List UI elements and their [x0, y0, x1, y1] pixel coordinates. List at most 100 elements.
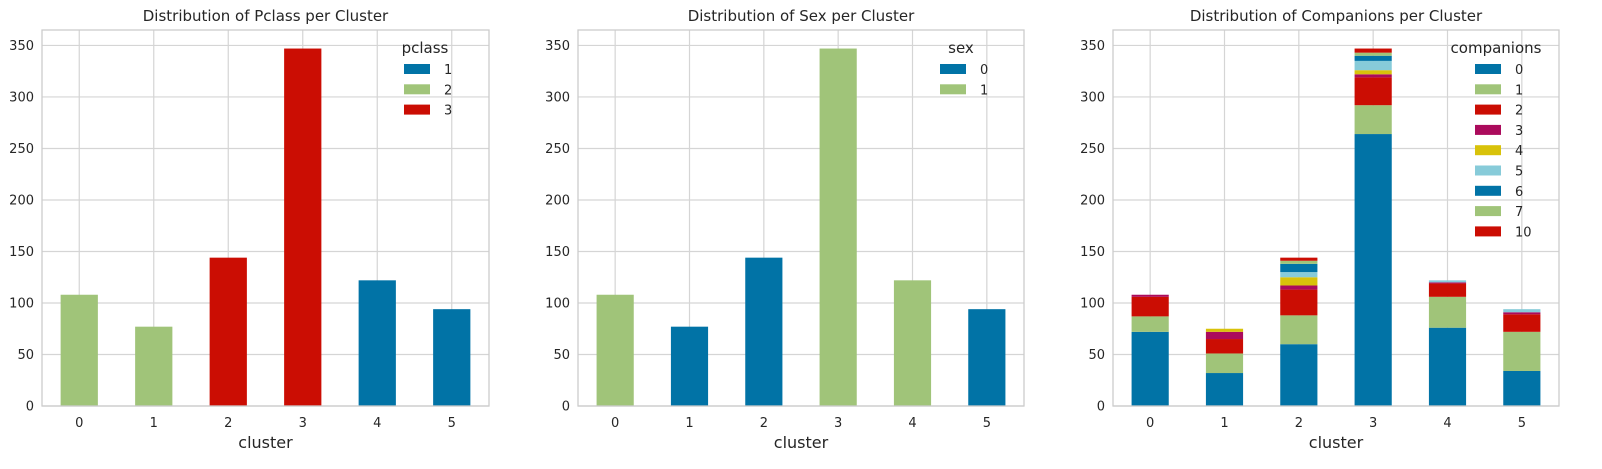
- bar-series-1-cluster-2: [1280, 315, 1318, 345]
- bar-series-3-cluster-2: [209, 257, 247, 406]
- bar-series-3-cluster-5: [1503, 312, 1541, 315]
- bar-series-0-cluster-3: [1354, 134, 1392, 407]
- y-tick-label: 300: [9, 90, 34, 105]
- bar-series-4-cluster-1: [1205, 328, 1244, 332]
- bar-series-1-cluster-3: [819, 48, 857, 406]
- legend-label: 4: [1515, 144, 1523, 159]
- x-tick-label: 4: [373, 416, 381, 431]
- chart-title: Distribution of Sex per Cluster: [688, 7, 915, 25]
- y-tick-label: 250: [1080, 142, 1105, 157]
- x-tick-label: 5: [1518, 416, 1526, 431]
- y-tick-label: 0: [26, 400, 34, 415]
- x-tick-label: 3: [1369, 416, 1377, 431]
- bar-series-0-cluster-1: [1205, 373, 1244, 406]
- bar-series-5-cluster-5: [1503, 309, 1541, 313]
- bar-series-5-cluster-3: [1354, 60, 1392, 71]
- y-tick-label: 200: [9, 193, 34, 208]
- bar-series-1-cluster-0: [1131, 316, 1169, 332]
- legend-title: pclass: [402, 39, 449, 57]
- legend: pclass 1 2 3: [402, 39, 453, 119]
- legend: companions 0 1 2 3 4 5 6 7 10: [1451, 39, 1542, 240]
- legend-swatch: [940, 64, 966, 74]
- chart-title: Distribution of Pclass per Cluster: [143, 7, 389, 25]
- y-tick-label: 100: [9, 296, 34, 311]
- legend-label: 1: [980, 83, 988, 98]
- y-tick-label: 100: [1080, 296, 1105, 311]
- bar-series-10-cluster-2: [1280, 257, 1318, 261]
- x-tick-label: 4: [908, 416, 916, 431]
- plot-frame: [1112, 29, 1560, 407]
- bar-series-0-cluster-5: [968, 309, 1006, 406]
- legend-label: 10: [1515, 225, 1532, 240]
- x-tick-label: 5: [983, 416, 991, 431]
- legend-label: 2: [1515, 104, 1523, 119]
- bar-series-0-cluster-5: [1503, 370, 1541, 406]
- x-tick-label: 2: [224, 416, 232, 431]
- bar-series-0-cluster-2: [745, 257, 783, 406]
- legend-swatch: [404, 84, 430, 95]
- legend-label: 2: [444, 83, 452, 98]
- bar-series-2-cluster-3: [1354, 77, 1392, 106]
- x-tick-label: 2: [1295, 416, 1303, 431]
- y-tick-label: 100: [545, 296, 570, 311]
- bar-series-1-cluster-4: [358, 280, 396, 406]
- x-tick-label: 3: [299, 416, 307, 431]
- bar-series-1-cluster-0: [596, 294, 634, 406]
- legend-swatch: [1475, 185, 1501, 196]
- bar-series-4-cluster-3: [1354, 70, 1392, 75]
- legend-swatch: [1475, 104, 1501, 115]
- x-tick-label: 5: [448, 416, 456, 431]
- y-tick-label: 150: [545, 245, 570, 260]
- bar-series-2-cluster-0: [1131, 296, 1169, 317]
- bar-series-0-cluster-4: [1428, 327, 1467, 406]
- x-tick-label: 1: [1220, 416, 1228, 431]
- legend-label: 1: [1515, 83, 1523, 98]
- legend-label: 5: [1515, 165, 1523, 180]
- legend-swatch: [404, 104, 430, 115]
- bar-series-2-cluster-2: [1280, 289, 1318, 316]
- legend-swatch: [940, 84, 966, 95]
- x-axis-label: cluster: [1309, 433, 1364, 452]
- bar-series-5-cluster-2: [1280, 272, 1318, 278]
- bar-series-3-cluster-1: [1205, 331, 1244, 340]
- chart-panel-1: 0 50 100 150 200 250 300 350 0 1 2 3 4 5 Distribution …: [545, 7, 1025, 452]
- legend-label: 0: [1515, 63, 1523, 78]
- bar-series-0-cluster-1: [670, 326, 709, 406]
- legend: sex 0 1: [940, 39, 988, 98]
- bar-series-7-cluster-2: [1280, 260, 1318, 264]
- y-tick-label: 200: [545, 193, 570, 208]
- bar-series-3-cluster-3: [1354, 74, 1392, 78]
- bar-series-2-cluster-1: [135, 326, 173, 406]
- y-tick-label: 350: [1080, 39, 1105, 54]
- legend-label: 1: [444, 63, 452, 78]
- x-axis-label: cluster: [774, 433, 829, 452]
- legend-title: companions: [1451, 39, 1542, 57]
- y-tick-label: 350: [545, 39, 570, 54]
- x-tick-label: 3: [834, 416, 842, 431]
- bar-series-2-cluster-1: [1205, 339, 1244, 354]
- y-tick-label: 250: [545, 142, 570, 157]
- legend-swatch: [404, 64, 430, 74]
- bar-series-6-cluster-2: [1280, 263, 1318, 273]
- chart-title: Distribution of Companions per Cluster: [1190, 7, 1483, 25]
- legend-swatch: [1475, 165, 1501, 176]
- plot-frame: [41, 29, 490, 407]
- y-tick-label: 0: [562, 400, 570, 415]
- bar-series-1-cluster-5: [1503, 331, 1541, 371]
- x-tick-label: 1: [150, 416, 158, 431]
- bar-series-1-cluster-4: [893, 280, 932, 406]
- y-tick-label: 200: [1080, 193, 1105, 208]
- chart-panel-0: 0 50 100 150 200 250 300 350 0 1 2 3 4 5 Distribution …: [9, 7, 490, 452]
- y-tick-label: 150: [1080, 245, 1105, 260]
- bar-series-6-cluster-3: [1354, 55, 1392, 61]
- y-tick-label: 250: [9, 142, 34, 157]
- x-tick-label: 1: [685, 416, 693, 431]
- y-tick-label: 50: [17, 348, 34, 363]
- bar-series-2-cluster-5: [1503, 314, 1541, 332]
- bar-series-2-cluster-4: [1428, 283, 1467, 297]
- y-tick-label: 50: [553, 348, 570, 363]
- legend-label: 0: [980, 63, 988, 78]
- legend-swatch: [1475, 84, 1501, 95]
